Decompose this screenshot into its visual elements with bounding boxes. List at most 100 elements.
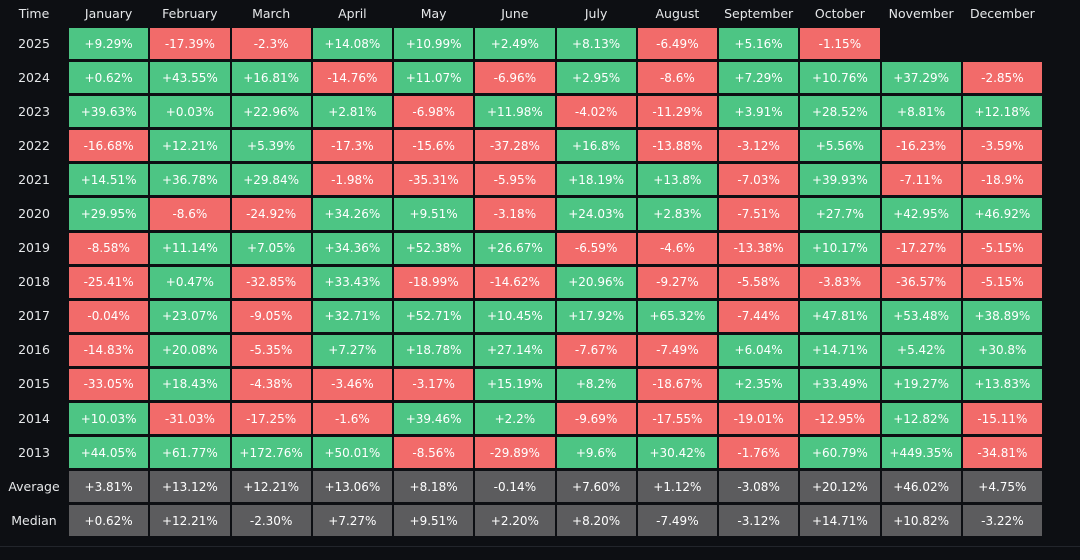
- heatmap-cell: -5.35%: [231, 334, 311, 366]
- heatmap-cell: +33.49%: [800, 368, 880, 401]
- heatmap-cell: +39.46%: [394, 403, 474, 435]
- heatmap-cell: +50.01%: [312, 437, 392, 469]
- column-header-may: May: [420, 5, 447, 21]
- heatmap-cell: -18.99%: [394, 266, 474, 298]
- heatmap-cell: +15.19%: [475, 368, 555, 401]
- heatmap-cell: +9.51%: [394, 505, 474, 537]
- heatmap-cell: +11.98%: [475, 96, 555, 128]
- heatmap-cell: -35.31%: [394, 164, 474, 196]
- heatmap-cell: -5.95%: [475, 164, 555, 196]
- heatmap-cell: +39.93%: [800, 164, 880, 196]
- heatmap-cell: -3.17%: [394, 368, 474, 401]
- heatmap-cell: -14.83%: [69, 334, 149, 366]
- heatmap-cell: -36.57%: [881, 266, 961, 298]
- heatmap-cell: -3.59%: [962, 130, 1042, 162]
- row-label-2023: 2023: [18, 103, 50, 119]
- heatmap-cell: +29.84%: [231, 164, 311, 196]
- heatmap-cell: +7.27%: [312, 334, 392, 366]
- heatmap-cell: +5.39%: [231, 130, 311, 162]
- heatmap-cell: +12.21%: [231, 471, 311, 503]
- heatmap-cell: -8.56%: [394, 437, 474, 469]
- bottom-bar: [0, 546, 1080, 560]
- row-label-2025: 2025: [18, 35, 50, 51]
- heatmap-cell: -17.39%: [150, 28, 230, 60]
- heatmap-cell: -17.27%: [881, 232, 961, 264]
- heatmap-cell: +1.12%: [637, 471, 717, 503]
- heatmap-cell: -5.15%: [962, 232, 1042, 264]
- heatmap-cell: +14.08%: [312, 28, 392, 60]
- heatmap-cell: -9.27%: [637, 266, 717, 298]
- heatmap-cell: +46.02%: [881, 471, 961, 503]
- heatmap-cell: -8.6%: [150, 198, 230, 230]
- heatmap-cell: +18.19%: [556, 164, 636, 196]
- heatmap-cell: +33.43%: [312, 266, 392, 298]
- heatmap-cell: +30.8%: [962, 334, 1042, 366]
- heatmap-cell: +11.14%: [150, 232, 230, 264]
- heatmap-cell: +18.43%: [150, 368, 230, 401]
- heatmap-cell: +36.78%: [150, 164, 230, 196]
- heatmap-cell: -3.08%: [719, 471, 799, 503]
- heatmap-cell: +24.03%: [556, 198, 636, 230]
- heatmap-cell: +20.08%: [150, 334, 230, 366]
- heatmap-cell: -24.92%: [231, 198, 311, 230]
- heatmap-cell: +7.27%: [312, 505, 392, 537]
- row-label-2016: 2016: [18, 342, 50, 358]
- heatmap-cell: +2.49%: [475, 28, 555, 60]
- heatmap-cell: +13.83%: [962, 368, 1042, 401]
- heatmap-cell: +449.35%: [881, 437, 961, 469]
- heatmap-cell: +7.29%: [719, 62, 799, 94]
- heatmap-cell: -13.88%: [637, 130, 717, 162]
- heatmap-cell: +47.81%: [800, 300, 880, 332]
- row-label-2019: 2019: [18, 240, 50, 256]
- heatmap-cell: -7.11%: [881, 164, 961, 196]
- heatmap-cell: -18.9%: [962, 164, 1042, 196]
- heatmap-cell: +14.71%: [800, 334, 880, 366]
- heatmap-cell: -4.38%: [231, 368, 311, 401]
- heatmap-cell: -16.23%: [881, 130, 961, 162]
- row-label-2020: 2020: [18, 206, 50, 222]
- heatmap-cell: -14.62%: [475, 266, 555, 298]
- column-header-november: November: [888, 5, 954, 21]
- heatmap-cell: +3.91%: [719, 96, 799, 128]
- heatmap-cell: +17.92%: [556, 300, 636, 332]
- heatmap-cell: -34.81%: [962, 437, 1042, 469]
- heatmap-cell: +5.56%: [800, 130, 880, 162]
- heatmap-cell: -5.15%: [962, 266, 1042, 298]
- heatmap-cell: +12.21%: [150, 130, 230, 162]
- heatmap-cell: +2.2%: [475, 403, 555, 435]
- heatmap-cell: +10.76%: [800, 62, 880, 94]
- heatmap-cell: +5.42%: [881, 334, 961, 366]
- heatmap-cell: +4.75%: [962, 471, 1042, 503]
- heatmap-cell: +46.92%: [962, 198, 1042, 230]
- heatmap-cell: +27.7%: [800, 198, 880, 230]
- heatmap-cell: -8.6%: [637, 62, 717, 94]
- heatmap-cell: +2.95%: [556, 62, 636, 94]
- row-label-2017: 2017: [18, 308, 50, 324]
- heatmap-cell: +34.36%: [312, 232, 392, 264]
- heatmap-cell: -18.67%: [637, 368, 717, 401]
- heatmap-cell: -9.05%: [231, 300, 311, 332]
- heatmap-cell: +10.82%: [881, 505, 961, 537]
- heatmap-cell: +0.62%: [69, 505, 149, 537]
- heatmap-cell: -7.44%: [719, 300, 799, 332]
- heatmap-cell: -19.01%: [719, 403, 799, 435]
- heatmap-cell: +29.95%: [69, 198, 149, 230]
- heatmap-cell: +12.18%: [962, 96, 1042, 128]
- heatmap-cell: -16.68%: [69, 130, 149, 162]
- heatmap-cell: +10.45%: [475, 300, 555, 332]
- heatmap-cell: -7.49%: [637, 505, 717, 537]
- heatmap-cell: +9.6%: [556, 437, 636, 469]
- heatmap-cell: -17.55%: [637, 403, 717, 435]
- monthly-returns-heatmap: Time January February March April May June July…: [8, 5, 1042, 537]
- heatmap-cell: -9.69%: [556, 403, 636, 435]
- row-label-2013: 2013: [18, 444, 50, 460]
- heatmap-cell: +20.12%: [800, 471, 880, 503]
- heatmap-cell: -3.22%: [962, 505, 1042, 537]
- heatmap-cell: -3.12%: [719, 505, 799, 537]
- heatmap-cell: +0.03%: [150, 96, 230, 128]
- heatmap-cell: +8.20%: [556, 505, 636, 537]
- heatmap-cell: +0.62%: [69, 62, 149, 94]
- heatmap-cell: -5.58%: [719, 266, 799, 298]
- heatmap-cell: +12.82%: [881, 403, 961, 435]
- heatmap-cell: -1.76%: [719, 437, 799, 469]
